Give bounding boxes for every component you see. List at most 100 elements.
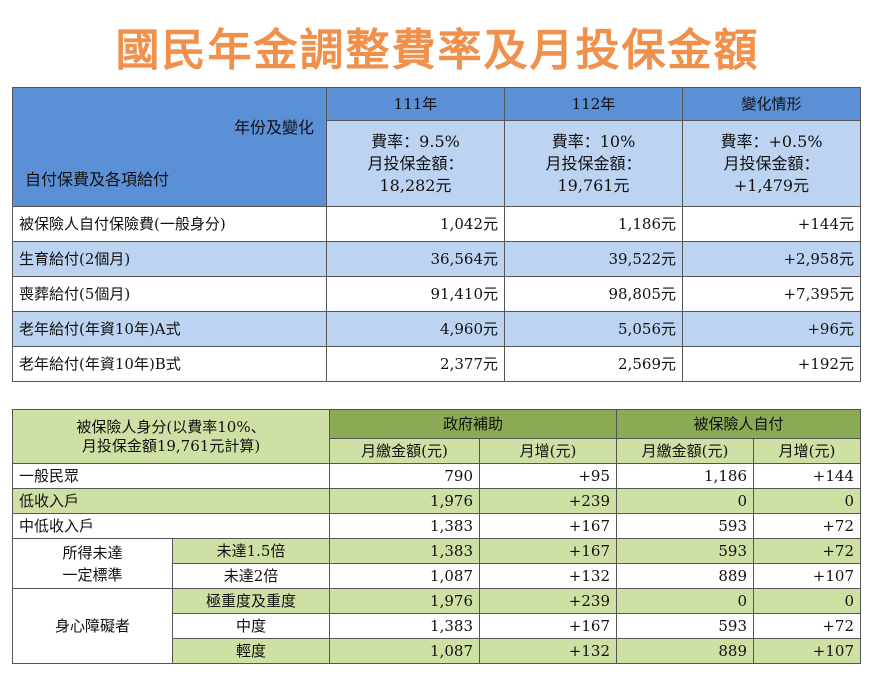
table-row: 老年給付(年資10年)B式 2,377元 2,569元 +192元 [12, 346, 861, 382]
gov-monthly: 1,976 [329, 488, 480, 514]
gov-monthly-header: 月繳金額(元) [329, 438, 480, 464]
income-group-label: 所得未達 一定標準 [12, 538, 173, 589]
table-row: 低收入戶 1,976 +239 0 0 [12, 488, 861, 514]
value-change: +192元 [682, 346, 861, 382]
value-change: +144元 [682, 206, 861, 242]
table-row: 中度 1,383 +167 593 +72 [13, 613, 861, 639]
year-111-header: 111年 [326, 87, 505, 121]
self-monthly: 889 [616, 638, 754, 664]
table-row: 未達2倍 1,087 +132 889 +107 [13, 563, 861, 589]
amount-label-change: 月投保金額： [723, 153, 820, 173]
self-monthly: 1,186 [616, 463, 754, 489]
value-112: 5,056元 [504, 311, 683, 347]
rate-112: 費率：10% [551, 131, 636, 151]
gov-increase: +132 [479, 563, 617, 589]
row-label: 喪葬給付(5個月) [12, 276, 327, 312]
self-increase: +107 [753, 638, 861, 664]
year-112-header: 112年 [504, 87, 683, 121]
self-increase: +72 [753, 538, 861, 564]
row-label: 極重度及重度 [172, 588, 330, 614]
corner-bottom-label: 自付保費及各項給付 [25, 170, 170, 189]
value-112: 2,569元 [504, 346, 683, 382]
rate-change: 費率：+0.5% [720, 131, 823, 151]
gov-subsidy-header: 政府補助 [329, 409, 617, 439]
gov-monthly: 1,087 [329, 563, 480, 589]
table-row: 身心障礙者 極重度及重度 1,976 +239 0 0 [12, 588, 861, 664]
income-group-label-line2: 一定標準 [62, 565, 123, 584]
gov-monthly: 1,383 [329, 613, 480, 639]
gov-increase: +167 [479, 513, 617, 539]
gov-monthly: 1,383 [329, 513, 480, 539]
gov-monthly: 1,383 [329, 538, 480, 564]
corner-header-cell: 年份及變化 自付保費及各項給付 [12, 87, 327, 207]
table-row: 輕度 1,087 +132 889 +107 [13, 638, 861, 664]
table-row: 生育給付(2個月) 36,564元 39,522元 +2,958元 [12, 241, 861, 277]
self-pay-header: 被保險人自付 [616, 409, 861, 439]
gov-increase: +132 [479, 638, 617, 664]
self-increase: 0 [753, 588, 861, 614]
table-row: 被保險人自付保險費(一般身分) 1,042元 1,186元 +144元 [12, 206, 861, 242]
row-label: 生育給付(2個月) [12, 241, 327, 277]
self-increase-header: 月增(元) [753, 438, 861, 464]
amount-label-112: 月投保金額： [545, 153, 642, 173]
value-change: +7,395元 [682, 276, 861, 312]
value-111: 1,042元 [326, 206, 505, 242]
table-row: 老年給付(年資10年)A式 4,960元 5,056元 +96元 [12, 311, 861, 347]
gov-increase: +167 [479, 613, 617, 639]
value-112: 98,805元 [504, 276, 683, 312]
value-111: 4,960元 [326, 311, 505, 347]
self-monthly-header: 月繳金額(元) [616, 438, 754, 464]
rate-112-cell: 費率：10% 月投保金額： 19,761元 [504, 120, 683, 207]
table-header-row: 年份及變化 自付保費及各項給付 111年 112年 變化情形 [12, 87, 861, 207]
rate-111: 費率：9.5% [371, 131, 460, 151]
row-label: 低收入戶 [12, 488, 330, 514]
gov-monthly: 1,087 [329, 638, 480, 664]
gov-monthly: 1,976 [329, 588, 480, 614]
income-group-label-line1: 所得未達 [62, 543, 123, 562]
self-monthly: 593 [616, 613, 754, 639]
self-increase: +72 [753, 613, 861, 639]
self-monthly: 0 [616, 488, 754, 514]
value-112: 39,522元 [504, 241, 683, 277]
row-label: 老年給付(年資10年)B式 [12, 346, 327, 382]
rate-111-cell: 費率：9.5% 月投保金額： 18,282元 [326, 120, 505, 207]
amount-change: +1,479元 [733, 175, 810, 195]
row-label: 被保險人自付保險費(一般身分) [12, 206, 327, 242]
row-label: 輕度 [172, 638, 330, 664]
identity-header-line1: 被保險人身分(以費率10%、 [76, 417, 266, 436]
value-112: 1,186元 [504, 206, 683, 242]
row-label: 一般民眾 [12, 463, 330, 489]
table-row: 一般民眾 790 +95 1,186 +144 [12, 463, 861, 489]
value-change: +2,958元 [682, 241, 861, 277]
subsidy-header-row: 被保險人身分(以費率10%、 月投保金額19,761元計算) 政府補助 被保險人… [12, 409, 861, 464]
self-monthly: 593 [616, 513, 754, 539]
gov-increase: +95 [479, 463, 617, 489]
row-label: 未達2倍 [172, 563, 330, 589]
change-header: 變化情形 [682, 87, 861, 121]
self-increase: 0 [753, 488, 861, 514]
amount-111: 18,282元 [379, 175, 452, 195]
identity-header-line2: 月投保金額19,761元計算) [81, 436, 261, 455]
rate-change-cell: 費率：+0.5% 月投保金額： +1,479元 [682, 120, 861, 207]
corner-top-label: 年份及變化 [233, 118, 314, 137]
row-label: 老年給付(年資10年)A式 [12, 311, 327, 347]
rate-comparison-table: 年份及變化 自付保費及各項給付 111年 112年 變化情形 費率：9.5% 月… [12, 87, 861, 382]
value-111: 36,564元 [326, 241, 505, 277]
self-increase: +72 [753, 513, 861, 539]
table-row: 中低收入戶 1,383 +167 593 +72 [12, 513, 861, 539]
self-monthly: 0 [616, 588, 754, 614]
amount-112: 19,761元 [557, 175, 630, 195]
row-label: 中低收入戶 [12, 513, 330, 539]
table-row: 喪葬給付(5個月) 91,410元 98,805元 +7,395元 [12, 276, 861, 312]
subsidy-table: 被保險人身分(以費率10%、 月投保金額19,761元計算) 政府補助 被保險人… [12, 409, 861, 664]
gov-increase-header: 月增(元) [479, 438, 617, 464]
disability-group-label: 身心障礙者 [12, 588, 173, 664]
value-111: 2,377元 [326, 346, 505, 382]
self-increase: +107 [753, 563, 861, 589]
self-increase: +144 [753, 463, 861, 489]
self-monthly: 889 [616, 563, 754, 589]
row-label: 未達1.5倍 [172, 538, 330, 564]
table-row: 所得未達 一定標準 未達1.5倍 1,383 +167 593 +72 [12, 538, 861, 589]
page-title: 國民年金調整費率及月投保金額 [115, 25, 760, 76]
self-monthly: 593 [616, 538, 754, 564]
